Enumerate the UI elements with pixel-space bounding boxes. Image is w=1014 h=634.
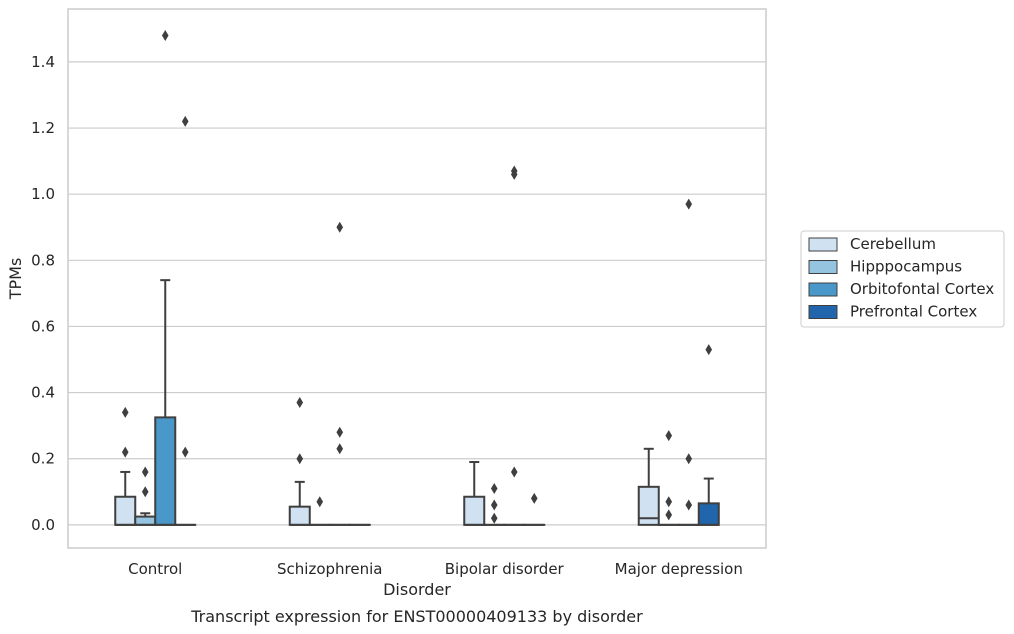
legend-frame [800, 230, 1005, 328]
outlier-point [510, 165, 518, 177]
outlier-point [121, 406, 129, 418]
box-body [114, 495, 137, 526]
y-axis-ticks: 0.0 0.2 0.4 0.6 0.8 1.0 1.2 1.4 [31, 53, 55, 534]
outlier-point [161, 29, 169, 41]
box-body [288, 505, 311, 526]
outlier-point [141, 466, 149, 478]
outlier-point [685, 499, 693, 511]
box-cerebellum [288, 480, 311, 526]
y-tick-label: 0.0 [31, 516, 55, 534]
outlier-point [181, 446, 189, 458]
legend-swatch [808, 305, 838, 319]
x-axis-ticks: Control Schizophrenia Bipolar disorder Majo… [128, 560, 743, 578]
outlier-point [685, 198, 693, 210]
plot-frame [67, 8, 767, 549]
legend-swatch [808, 282, 838, 297]
outlier-point [181, 115, 189, 127]
legend: Cerebellum Hipppocampus Orbitofontal Corte… [800, 230, 1005, 328]
x-axis-label: Disorder [383, 580, 451, 599]
boxes [114, 279, 720, 526]
outlier-point [336, 221, 344, 233]
y-tick-label: 0.4 [31, 384, 55, 402]
box-cerebellum [637, 447, 660, 526]
x-tick-label: Control [128, 560, 182, 578]
outlier-point [121, 446, 129, 458]
y-tick-label: 1.2 [31, 119, 55, 137]
box-prefrontal-cortex [697, 477, 720, 526]
box-cerebellum [463, 461, 486, 526]
outlier-point [141, 486, 149, 498]
y-tick-label: 1.4 [31, 53, 55, 71]
outlier-point [296, 453, 304, 465]
x-tick-label: Bipolar disorder [445, 560, 565, 578]
figure-caption: Transcript expression for ENST0000040913… [190, 607, 643, 626]
box-body [463, 495, 486, 526]
y-tick-label: 0.6 [31, 317, 55, 335]
box-body [154, 416, 177, 526]
outliers [121, 29, 713, 524]
y-axis-label: TPMs [6, 258, 25, 301]
legend-label: Orbitofontal Cortex [850, 280, 994, 298]
legend-swatch [808, 237, 838, 252]
outlier-point [510, 466, 518, 478]
box-body [134, 515, 157, 526]
outlier-point [665, 496, 673, 508]
outlier-point [336, 443, 344, 455]
outlier-point [530, 492, 538, 504]
box-hipppocampus [134, 512, 157, 526]
legend-swatch [808, 260, 838, 274]
box-body [637, 485, 660, 526]
x-tick-label: Major depression [615, 560, 743, 578]
outlier-point [705, 344, 713, 356]
outlier-point [490, 512, 498, 524]
x-tick-label: Schizophrenia [277, 560, 382, 578]
y-tick-label: 0.8 [31, 251, 55, 269]
legend-label: Cerebellum [850, 235, 936, 253]
outlier-point [665, 430, 673, 442]
box-orbitofontal-cortex [154, 279, 177, 526]
outlier-point [685, 453, 693, 465]
y-tick-label: 1.0 [31, 185, 55, 203]
outlier-point [665, 509, 673, 521]
y-tick-label: 0.2 [31, 450, 55, 468]
outlier-point [296, 397, 304, 409]
legend-label: Prefrontal Cortex [850, 303, 977, 321]
box-body [697, 502, 720, 526]
outlier-point [336, 426, 344, 438]
legend-label: Hipppocampus [850, 258, 962, 276]
box-cerebellum [114, 470, 137, 526]
outlier-point [490, 482, 498, 494]
gridlines [68, 61, 766, 526]
outlier-point [490, 499, 498, 511]
outlier-point [316, 496, 324, 508]
